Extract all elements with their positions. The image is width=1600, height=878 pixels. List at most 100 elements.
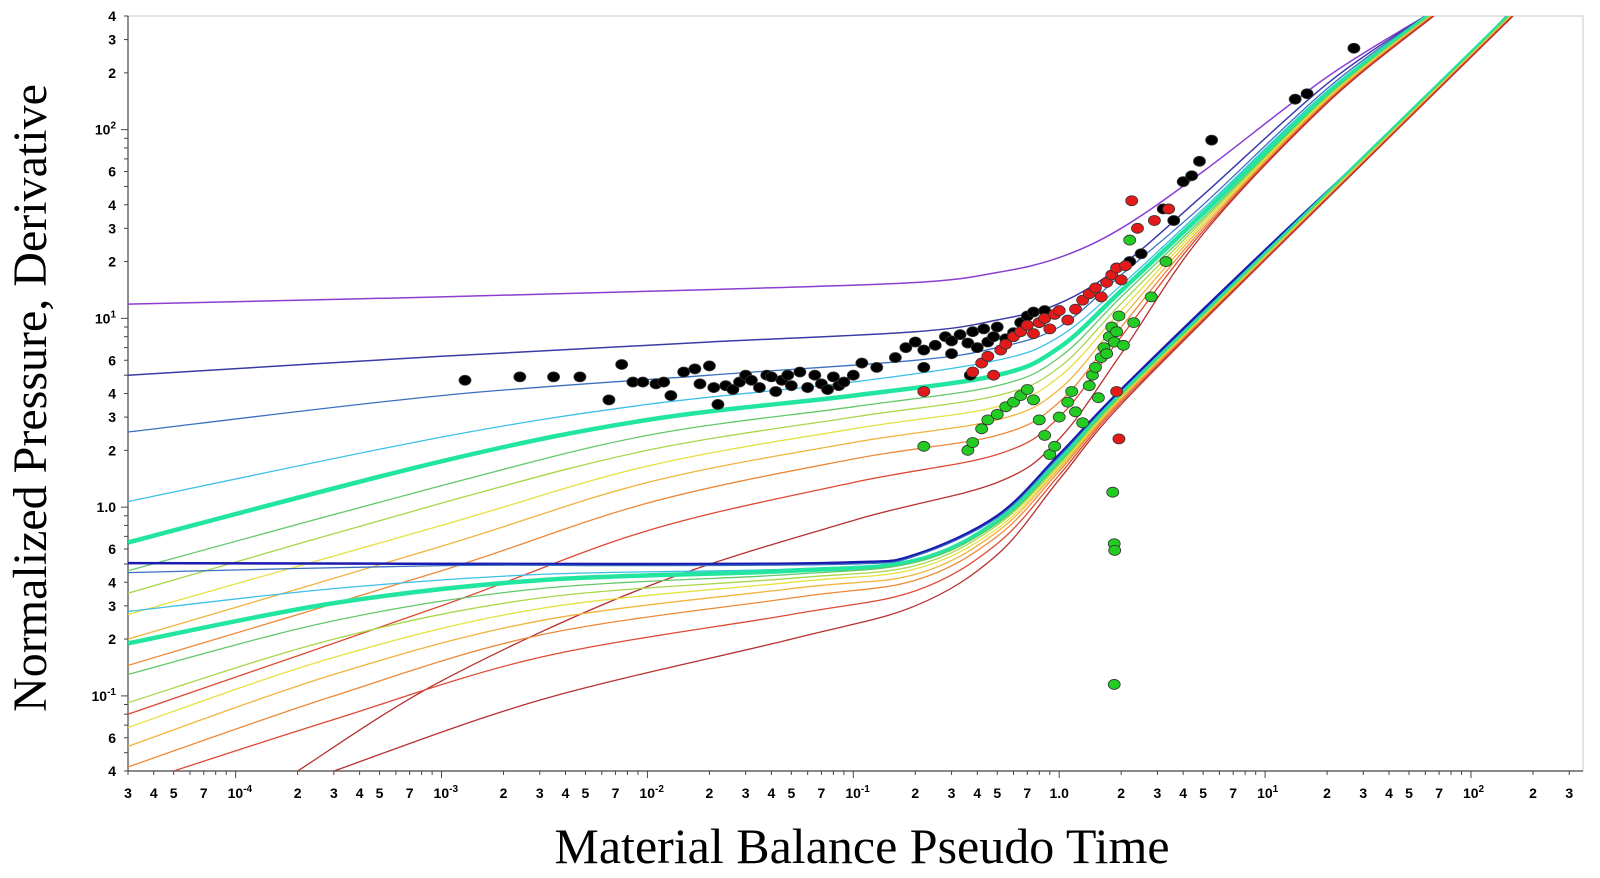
x-tick-label: 3 <box>1359 785 1367 801</box>
black-point <box>1205 134 1219 146</box>
black-point <box>945 348 958 360</box>
y-tick-label: 3 <box>108 32 116 48</box>
y-tick-label: 2 <box>108 65 116 81</box>
black-point <box>1134 248 1148 260</box>
red-point <box>981 350 995 362</box>
black-point <box>1185 170 1199 182</box>
black-point <box>1027 306 1040 318</box>
x-tick-label: 2 <box>1529 785 1537 801</box>
y-tick-label: 3 <box>108 409 116 425</box>
y-tick-label: 4 <box>108 386 116 402</box>
y-tick-label: 10-1 <box>92 687 117 704</box>
red-point <box>1114 274 1128 286</box>
black-point <box>636 376 650 388</box>
black-point <box>664 390 678 401</box>
black-point <box>602 394 616 406</box>
red-point <box>1061 314 1075 326</box>
y-tick-label: 4 <box>108 197 116 213</box>
green-point <box>1020 384 1034 395</box>
green-point <box>1082 380 1096 392</box>
black-point <box>458 374 472 386</box>
y-tick-label: 6 <box>108 164 116 180</box>
red-point <box>1112 433 1126 445</box>
x-tick-label: 7 <box>818 785 826 801</box>
y-tick-label: 2 <box>108 442 116 458</box>
green-point <box>1107 679 1121 690</box>
type-curve-20 <box>128 16 1513 768</box>
black-point <box>784 380 798 392</box>
type-curve-3 <box>128 16 1429 503</box>
green-point <box>917 440 931 452</box>
type-curves <box>128 16 1514 771</box>
type-curve-15 <box>128 16 1511 646</box>
x-tick-label: 3 <box>742 785 750 801</box>
x-tick-label: 2 <box>1323 785 1331 801</box>
x-tick-label: 10-2 <box>639 784 664 801</box>
red-point <box>1131 222 1144 234</box>
red-point <box>1043 323 1057 335</box>
black-point <box>793 366 807 378</box>
black-point <box>837 376 851 388</box>
red-point <box>1094 291 1108 303</box>
y-tick-label: 1.0 <box>97 499 117 515</box>
green-point <box>981 414 995 426</box>
x-tick-label: 4 <box>973 785 981 801</box>
green-point <box>966 437 980 448</box>
y-tick-label: 4 <box>108 8 116 24</box>
x-tick-label: 4 <box>150 785 158 801</box>
red-point <box>966 366 980 378</box>
x-axis-ticks: 3 4 5 7 10-4 2 3 4 5 7 10-3 2 3 4 5 7 10-2 2 3 4 5 7 10-1 2 3 4 5 7… <box>124 771 1573 801</box>
x-tick-label: 1.0 <box>1049 785 1069 801</box>
red-point <box>917 386 931 397</box>
red-point <box>1125 195 1139 207</box>
black-point <box>745 374 758 386</box>
green-point <box>1091 392 1105 404</box>
red-point <box>1119 260 1132 272</box>
type-curve-22 <box>333 16 1514 771</box>
green-point <box>1027 394 1040 406</box>
y-tick-label: 6 <box>108 541 116 557</box>
black-point <box>1167 215 1181 226</box>
red-point <box>1089 282 1102 294</box>
green-point <box>990 408 1004 420</box>
red-point <box>1052 305 1066 316</box>
x-tick-label: 2 <box>1117 785 1125 801</box>
red-point <box>1027 328 1040 340</box>
green-point <box>1052 411 1066 423</box>
green-point <box>1100 348 1114 360</box>
black-point <box>707 382 721 393</box>
x-tick-label: 3 <box>124 785 132 801</box>
black-point <box>987 331 1000 343</box>
data-points <box>458 42 1361 690</box>
x-tick-label: 7 <box>1435 785 1443 801</box>
x-tick-label: 3 <box>1154 785 1162 801</box>
green-point <box>1061 396 1075 408</box>
x-tick-label: 2 <box>500 785 508 801</box>
black-point <box>899 342 913 354</box>
black-point <box>513 371 527 383</box>
black-point <box>801 382 815 393</box>
x-tick-label: 3 <box>948 785 956 801</box>
black-point <box>615 359 629 370</box>
green-point <box>1116 339 1130 351</box>
x-tick-label: 10-1 <box>845 784 870 801</box>
x-tick-label: 7 <box>406 785 414 801</box>
green-point <box>1048 440 1062 452</box>
black-point <box>917 344 931 356</box>
x-tick-label: 101 <box>1257 784 1279 801</box>
type-curve-1 <box>128 16 1426 376</box>
x-tick-label: 4 <box>1179 785 1187 801</box>
green-point <box>1089 361 1102 373</box>
x-tick-label: 5 <box>1199 785 1207 801</box>
black-point <box>726 384 740 395</box>
black-point <box>846 369 860 381</box>
black-point <box>966 326 980 338</box>
green-point <box>1110 326 1123 338</box>
black-point <box>855 357 869 369</box>
green-point <box>1112 310 1126 322</box>
x-tick-label: 10-3 <box>434 784 459 801</box>
black-point <box>677 366 691 378</box>
x-tick-label: 10-4 <box>228 784 253 801</box>
black-point <box>711 399 725 410</box>
y-tick-label: 2 <box>108 631 116 647</box>
